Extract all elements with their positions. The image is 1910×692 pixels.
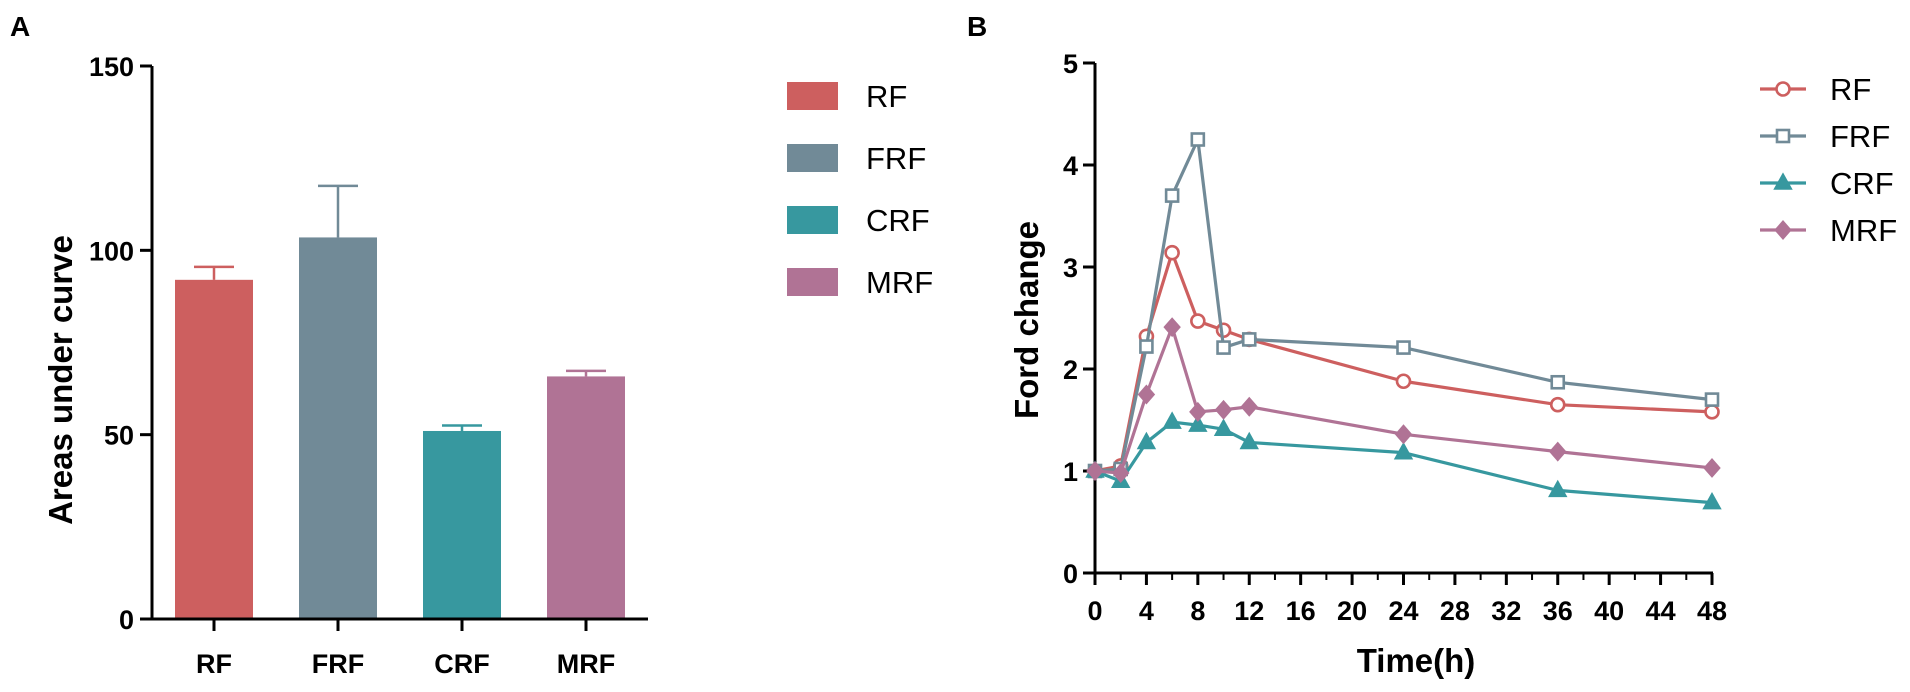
legend-marker-frf	[1775, 128, 1791, 144]
x-tick-label-crf: CRF	[434, 649, 490, 679]
x-tick-label: 32	[1491, 596, 1521, 626]
point-crf	[1702, 491, 1722, 510]
point-frf	[1190, 132, 1206, 147]
point-mrf	[1111, 463, 1130, 484]
y-tick-label: 150	[89, 52, 134, 82]
x-tick-label: 28	[1440, 596, 1470, 626]
legend-swatch-rf	[787, 82, 838, 110]
x-tick-label-mrf: MRF	[557, 649, 615, 679]
point-mrf	[1240, 396, 1258, 417]
point-mrf	[1137, 384, 1156, 405]
point-crf	[1213, 418, 1234, 436]
x-tick-label: 44	[1646, 596, 1676, 626]
line-frf	[1094, 137, 1713, 473]
x-tick-label: 20	[1337, 596, 1367, 626]
legend-swatch-frf	[787, 144, 838, 172]
panel-a-bar-chart: A 0 50 100 150 RF FRF CRF MRF Areas under curve…	[10, 11, 933, 679]
y-tick-label: 0	[1063, 559, 1078, 589]
point-frf	[1164, 188, 1180, 203]
y-tick-label: 5	[1063, 49, 1078, 79]
legend-marker-mrf	[1774, 220, 1792, 240]
x-tick-label: 4	[1139, 596, 1154, 626]
bar-rf	[175, 279, 253, 619]
point-mrf	[1703, 457, 1721, 478]
x-tick-label-rf: RF	[196, 649, 232, 679]
point-rf	[1190, 313, 1206, 329]
x-tick-label: 48	[1697, 596, 1727, 626]
point-crf	[1162, 411, 1182, 429]
y-tick-label: 2	[1063, 355, 1078, 385]
point-mrf	[1549, 441, 1567, 462]
point-crf	[1393, 441, 1414, 460]
series-frf	[1087, 132, 1720, 479]
point-mrf	[1189, 401, 1207, 422]
point-frf	[1704, 392, 1720, 407]
x-tick-label: 36	[1543, 596, 1573, 626]
x-tick-label: 8	[1190, 596, 1205, 626]
panel-a-letter: A	[10, 11, 30, 42]
point-frf	[1241, 332, 1257, 347]
legend-label-crf: CRF	[1830, 166, 1894, 201]
x-axis-title: Time(h)	[1357, 642, 1476, 679]
legend: RF FRF CRF MRF	[787, 79, 933, 300]
legend-label-mrf: MRF	[866, 265, 933, 300]
line-mrf	[1094, 325, 1713, 475]
legend-label-mrf: MRF	[1830, 213, 1897, 248]
y-tick-label: 1	[1063, 457, 1078, 487]
x-tick-label: 16	[1286, 596, 1316, 626]
legend-swatch-mrf	[787, 268, 838, 296]
bar-crf	[423, 430, 501, 619]
legend-label-rf: RF	[866, 79, 907, 114]
legend-marker-rf	[1775, 81, 1791, 97]
point-rf	[1549, 396, 1566, 413]
legend-label-frf: FRF	[866, 141, 926, 176]
bar-mrf	[547, 376, 625, 619]
y-tick-label: 4	[1063, 151, 1078, 181]
legend-swatch-crf	[787, 206, 838, 234]
panel-b-letter: B	[967, 11, 987, 42]
legend-label-frf: FRF	[1830, 119, 1890, 154]
x-tick-label: 24	[1388, 596, 1418, 626]
legend-label-crf: CRF	[866, 203, 930, 238]
point-mrf	[1163, 317, 1181, 338]
point-crf	[1136, 431, 1157, 450]
point-frf	[1139, 339, 1154, 354]
series-group	[1085, 132, 1722, 510]
legend-marker-crf	[1773, 172, 1793, 190]
point-rf	[1395, 373, 1412, 390]
axes-group: 0 50 100 150 RF FRF CRF MRF	[89, 52, 648, 679]
point-frf	[1396, 340, 1411, 355]
point-mrf	[1394, 424, 1413, 445]
y-tick-label: 0	[119, 605, 134, 635]
y-tick-label: 50	[104, 421, 134, 451]
point-frf	[1550, 374, 1566, 390]
point-crf	[1188, 414, 1208, 432]
x-tick-label: 0	[1087, 596, 1102, 626]
legend-label-rf: RF	[1830, 72, 1871, 107]
series-mrf	[1086, 317, 1721, 484]
point-frf	[1216, 340, 1231, 355]
legend: RF FRF CRF MRF	[1760, 72, 1897, 248]
y-axis-title: Areas under curve	[42, 235, 79, 525]
point-rf	[1704, 404, 1720, 420]
line-crf	[1094, 420, 1713, 505]
x-tick-label: 40	[1594, 596, 1624, 626]
x-tick-label-frf: FRF	[312, 649, 364, 679]
y-axis-title: Ford change	[1008, 221, 1045, 419]
point-mrf	[1086, 461, 1104, 481]
bar-frf	[299, 237, 377, 619]
point-rf	[1164, 244, 1180, 261]
point-crf	[1548, 479, 1568, 498]
y-tick-label: 3	[1063, 253, 1078, 283]
x-tick-label: 12	[1234, 596, 1264, 626]
bars-group	[175, 184, 625, 619]
y-tick-label: 100	[89, 236, 134, 266]
point-mrf	[1214, 399, 1233, 420]
point-crf	[1239, 431, 1259, 450]
